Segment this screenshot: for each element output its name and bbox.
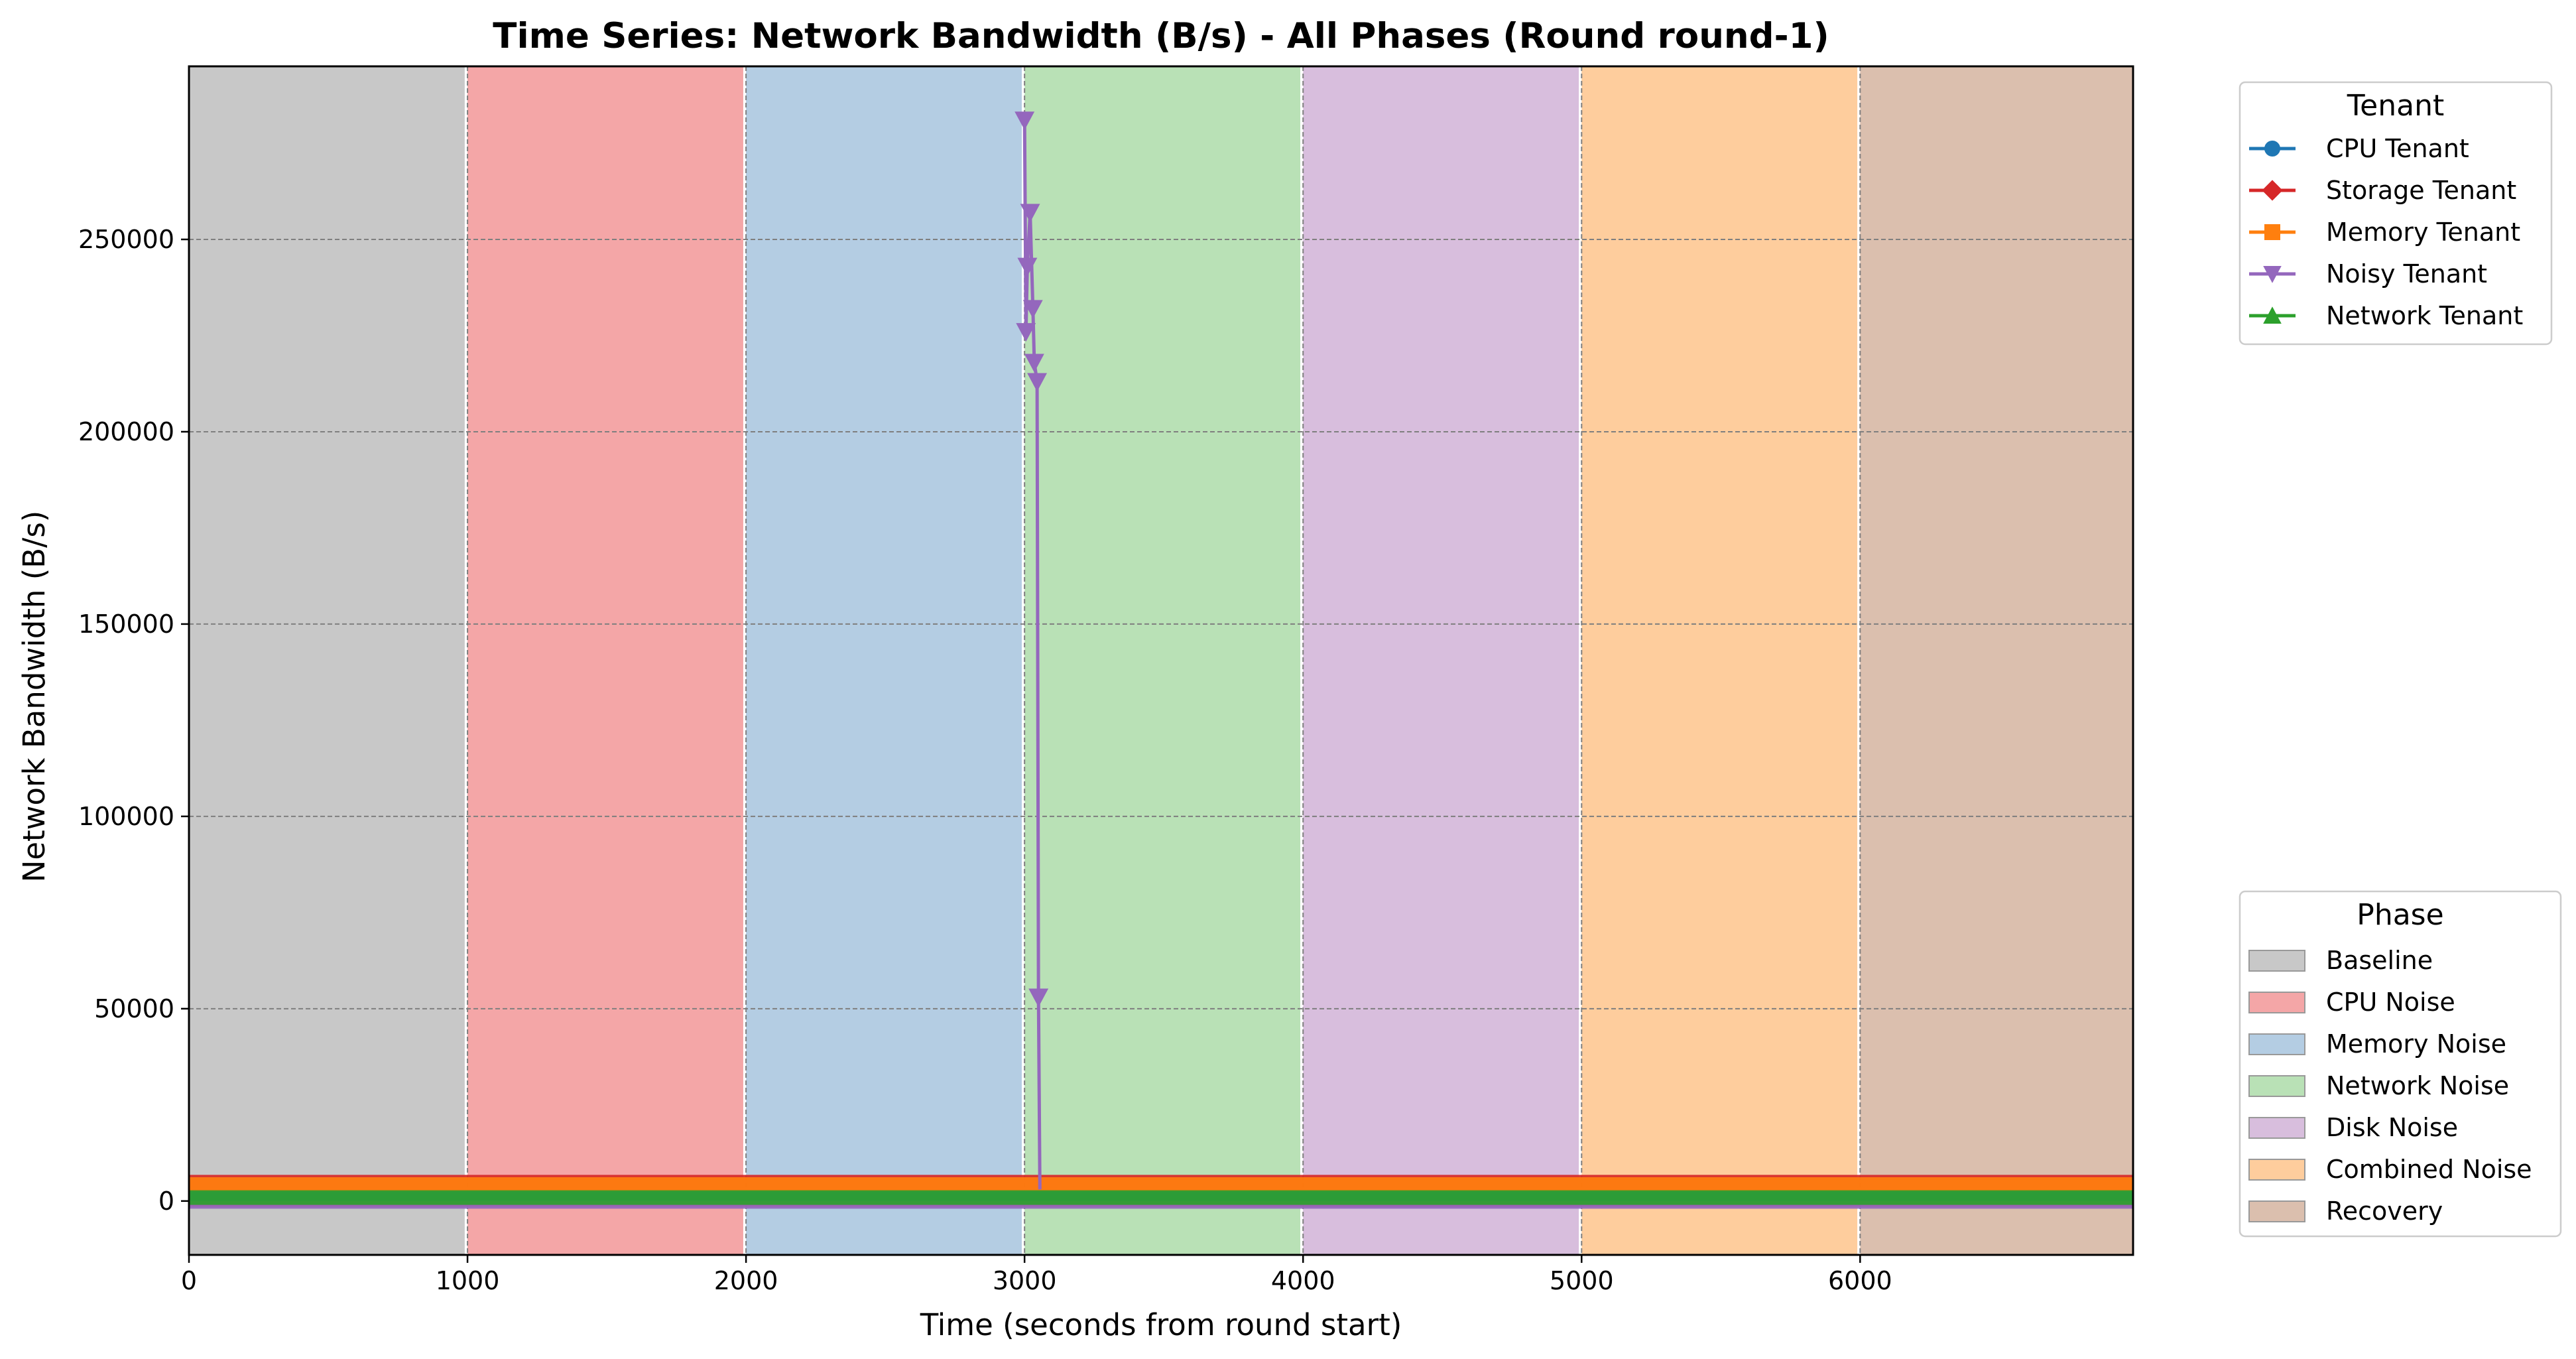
legend-label: Memory Noise — [2326, 1029, 2506, 1059]
legend-swatch — [2248, 992, 2305, 1013]
legend-swatch — [2248, 950, 2305, 972]
y-tick-label: 100000 — [78, 802, 174, 831]
y-tick-label: 150000 — [78, 610, 174, 639]
data-point — [1028, 988, 1049, 1007]
phase-band — [189, 66, 465, 1255]
series-lines — [1014, 111, 1049, 1190]
x-axis-label: Time (seconds from round start) — [920, 1307, 1402, 1342]
legend-label: Network Noise — [2326, 1071, 2509, 1100]
phase-band — [1303, 66, 1579, 1255]
data-point — [1022, 300, 1043, 319]
legend-swatch — [2248, 1200, 2305, 1222]
legend-label: Storage Tenant — [2326, 176, 2516, 205]
legend-marker — [2263, 306, 2282, 324]
phase-legend-title: Phase — [2357, 898, 2443, 932]
legend-label: Noisy Tenant — [2326, 259, 2487, 289]
chart-title: Time Series: Network Bandwidth (B/s) - A… — [493, 16, 1829, 56]
phase-legend: Phase Baseline CPU Noise Memory Noise Networ… — [2239, 890, 2562, 1238]
ticks: 0 1000 2000 3000 4000 5000 6000 0 50000 100000 150… — [78, 225, 1892, 1295]
phase-band — [746, 66, 1022, 1255]
legend-marker — [2262, 180, 2283, 201]
plot-frame — [188, 65, 2134, 1256]
phase-band — [1581, 66, 1858, 1255]
data-point — [1014, 111, 1035, 131]
phase-bands — [189, 66, 2133, 1255]
legend-marker — [2264, 141, 2280, 157]
x-tick-label: 4000 — [1271, 1266, 1335, 1295]
data-point — [1017, 257, 1038, 277]
legend-label: Memory Tenant — [2326, 218, 2520, 247]
legend-label: Recovery — [2326, 1197, 2443, 1226]
y-axis-label: Network Bandwidth (B/s) — [17, 511, 52, 883]
tenant-legend-box — [2239, 81, 2553, 346]
legend-label: Disk Noise — [2326, 1113, 2458, 1142]
data-point — [1027, 373, 1048, 392]
y-tick-label: 50000 — [94, 994, 174, 1023]
x-tick-label: 6000 — [1828, 1266, 1892, 1295]
phase-band — [467, 66, 743, 1255]
x-tick-label: 0 — [181, 1266, 197, 1295]
x-tick-label: 2000 — [714, 1266, 778, 1295]
legend-swatch — [2248, 1033, 2305, 1055]
tenant-legend: Tenant CPU Tenant Storage Tenant Memory Ten… — [2239, 81, 2553, 346]
x-tick-label: 5000 — [1550, 1266, 1614, 1295]
legend-swatch — [2248, 1075, 2305, 1097]
y-tick-label: 250000 — [78, 225, 174, 254]
data-point — [1024, 354, 1044, 373]
phase-band — [1860, 66, 2133, 1255]
y-tick-label: 200000 — [78, 417, 174, 446]
legend-marker — [2264, 224, 2280, 240]
series-band-network-tenant — [189, 1190, 2133, 1205]
data-point — [1020, 204, 1040, 223]
legend-marker — [2263, 266, 2282, 283]
series-bands — [189, 1175, 2133, 1209]
legend-label: Network Tenant — [2326, 301, 2523, 330]
y-tick-label: 0 — [158, 1187, 174, 1216]
phase-legend-box — [2239, 890, 2562, 1238]
legend-label: CPU Noise — [2326, 988, 2455, 1017]
phase-band — [1024, 66, 1301, 1255]
x-tick-label: 1000 — [436, 1266, 500, 1295]
tenant-legend-title: Tenant — [2347, 89, 2444, 123]
grid-lines — [189, 66, 2133, 1255]
legend-label: Combined Noise — [2326, 1155, 2532, 1184]
legend-swatch — [2248, 1159, 2305, 1181]
x-tick-label: 3000 — [993, 1266, 1057, 1295]
axes — [188, 65, 2134, 1256]
data-point — [1016, 323, 1036, 342]
legend-swatch — [2248, 1117, 2305, 1139]
legend-label: Baseline — [2326, 946, 2433, 975]
legend-label: CPU Tenant — [2326, 134, 2469, 163]
